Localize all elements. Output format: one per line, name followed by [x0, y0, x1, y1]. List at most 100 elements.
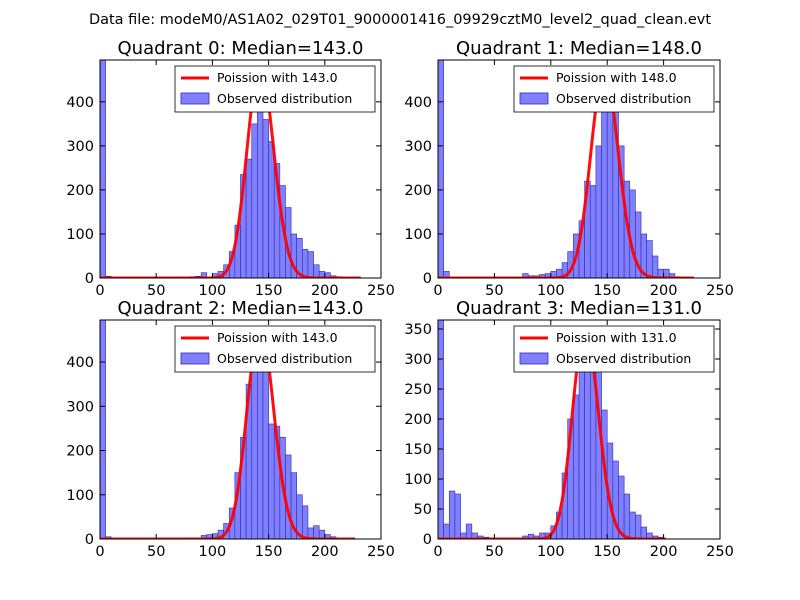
y-tick-label: 200 — [66, 444, 94, 460]
legend-bar-swatch — [519, 92, 549, 105]
histogram-bar — [245, 158, 253, 278]
legend-line-label: Poission with 131.0 — [556, 330, 677, 345]
histogram-bar — [584, 346, 591, 539]
legend-bar-label: Observed distribution — [556, 91, 691, 106]
y-tick-label: 0 — [423, 532, 432, 548]
legend-bar-swatch — [180, 92, 210, 105]
quadrant-1-legend: Poission with 148.0 Observed distribution — [513, 65, 715, 113]
y-tick-label: 100 — [66, 227, 94, 243]
histogram-bar — [629, 511, 636, 539]
y-tick-label: 300 — [66, 139, 94, 155]
legend-line-label: Poission with 148.0 — [556, 70, 677, 85]
quadrant-1-title: Quadrant 1: Median=148.0 — [456, 38, 702, 59]
quadrant-2-axes-frame — [99, 319, 382, 540]
histogram-bar — [573, 394, 580, 539]
legend-line-label: Poission with 143.0 — [217, 330, 338, 345]
quadrant-2-legend: Poission with 143.0 Observed distribution — [174, 325, 376, 373]
y-tick-label: 200 — [404, 183, 432, 199]
y-tick-label: 250 — [404, 382, 432, 398]
histogram-bar — [307, 251, 314, 278]
x-tick-label: 150 — [255, 283, 283, 299]
quadrant-3-panel: Quadrant 3: Median=131.0 0 50 100 150 200 250 0… — [404, 298, 734, 560]
x-tick-label: 100 — [537, 283, 565, 299]
x-tick-label: 0 — [95, 283, 104, 299]
x-tick-label: 50 — [147, 544, 165, 560]
histogram-bar — [652, 255, 659, 278]
quadrant-0-legend: Poission with 143.0 Observed distribution — [174, 65, 376, 113]
y-tick-label: 300 — [66, 399, 94, 415]
histogram-bar — [443, 523, 450, 539]
quadrant-0-plot-area — [100, 60, 362, 278]
histogram-bar — [251, 368, 258, 539]
histogram-bar — [635, 514, 642, 539]
x-tick-label: 150 — [593, 283, 621, 299]
histogram-bar — [454, 493, 461, 539]
quadrant-2-plot-area — [100, 320, 357, 539]
x-tick-label: 100 — [199, 544, 227, 560]
quadrant-3-title: Quadrant 3: Median=131.0 — [456, 298, 702, 319]
histogram-bar — [100, 320, 106, 539]
x-tick-label: 250 — [706, 544, 734, 560]
legend-bar-swatch — [180, 352, 210, 365]
x-tick-label: 200 — [311, 283, 339, 299]
quadrant-2-title: Quadrant 2: Median=143.0 — [118, 298, 364, 319]
legend-bar-label: Observed distribution — [217, 351, 352, 366]
histogram-bar — [313, 264, 320, 278]
histogram-bar — [262, 119, 269, 278]
y-tick-label: 100 — [404, 472, 432, 488]
histogram-bar — [302, 249, 309, 278]
y-tick-label: 300 — [404, 139, 432, 155]
y-tick-label: 400 — [404, 95, 432, 111]
x-tick-label: 0 — [433, 283, 442, 299]
y-tick-label: 0 — [85, 532, 94, 548]
x-tick-label: 0 — [95, 544, 104, 560]
x-tick-label: 200 — [650, 283, 678, 299]
x-tick-label: 250 — [706, 283, 734, 299]
y-tick-label: 100 — [66, 488, 94, 504]
histogram-bar — [601, 110, 608, 278]
histogram-bar — [443, 271, 450, 278]
x-tick-label: 100 — [199, 283, 227, 299]
histogram-bar — [606, 94, 614, 278]
poisson-curve — [438, 69, 695, 278]
quadrant-3-legend: Poission with 131.0 Observed distribution — [513, 325, 715, 373]
y-tick-label: 50 — [414, 502, 432, 518]
y-tick-label: 200 — [66, 183, 94, 199]
histogram-bar — [623, 493, 631, 539]
quadrant-3-axes-frame — [437, 319, 721, 540]
quadrant-0-axes-frame — [99, 59, 382, 279]
y-tick-label: 100 — [404, 227, 432, 243]
histogram-bar — [595, 145, 602, 278]
x-tick-label: 50 — [485, 544, 503, 560]
x-tick-label: 250 — [367, 544, 395, 560]
x-tick-label: 150 — [593, 544, 621, 560]
histogram-bar — [438, 60, 444, 278]
histogram-bar — [100, 60, 106, 278]
y-tick-label: 400 — [66, 355, 94, 371]
x-tick-label: 50 — [485, 283, 503, 299]
quadrant-2-panel: Quadrant 2: Median=143.0 0 50 100 150 200 250 0… — [66, 298, 395, 560]
histogram-bar — [438, 320, 444, 539]
y-tick-label: 0 — [85, 271, 94, 287]
quadrant-1-axes-frame — [437, 59, 721, 279]
quadrant-0-panel: Quadrant 0: Median=143.0 0 50 100 150 200 250 0… — [66, 38, 395, 299]
legend-bar-swatch — [519, 352, 549, 365]
histogram-bar — [302, 505, 309, 539]
legend-bar-label: Observed distribution — [217, 91, 352, 106]
quadrant-0-title: Quadrant 0: Median=143.0 — [118, 38, 364, 59]
quadrant-3-plot-area — [438, 320, 667, 539]
histogram-bar — [268, 423, 275, 539]
chart-panels: Quadrant 0: Median=143.0 0 50 100 150 200 250 0… — [66, 38, 734, 560]
histogram-bar — [448, 490, 456, 539]
y-tick-label: 300 — [404, 352, 432, 368]
x-tick-label: 250 — [367, 283, 395, 299]
y-tick-label: 350 — [404, 322, 432, 338]
y-tick-label: 200 — [404, 412, 432, 428]
histogram-bar — [465, 523, 473, 539]
y-tick-label: 150 — [404, 442, 432, 458]
x-tick-label: 0 — [433, 544, 442, 560]
legend-line-label: Poission with 143.0 — [217, 70, 338, 85]
x-tick-label: 100 — [537, 544, 565, 560]
x-tick-label: 50 — [147, 283, 165, 299]
